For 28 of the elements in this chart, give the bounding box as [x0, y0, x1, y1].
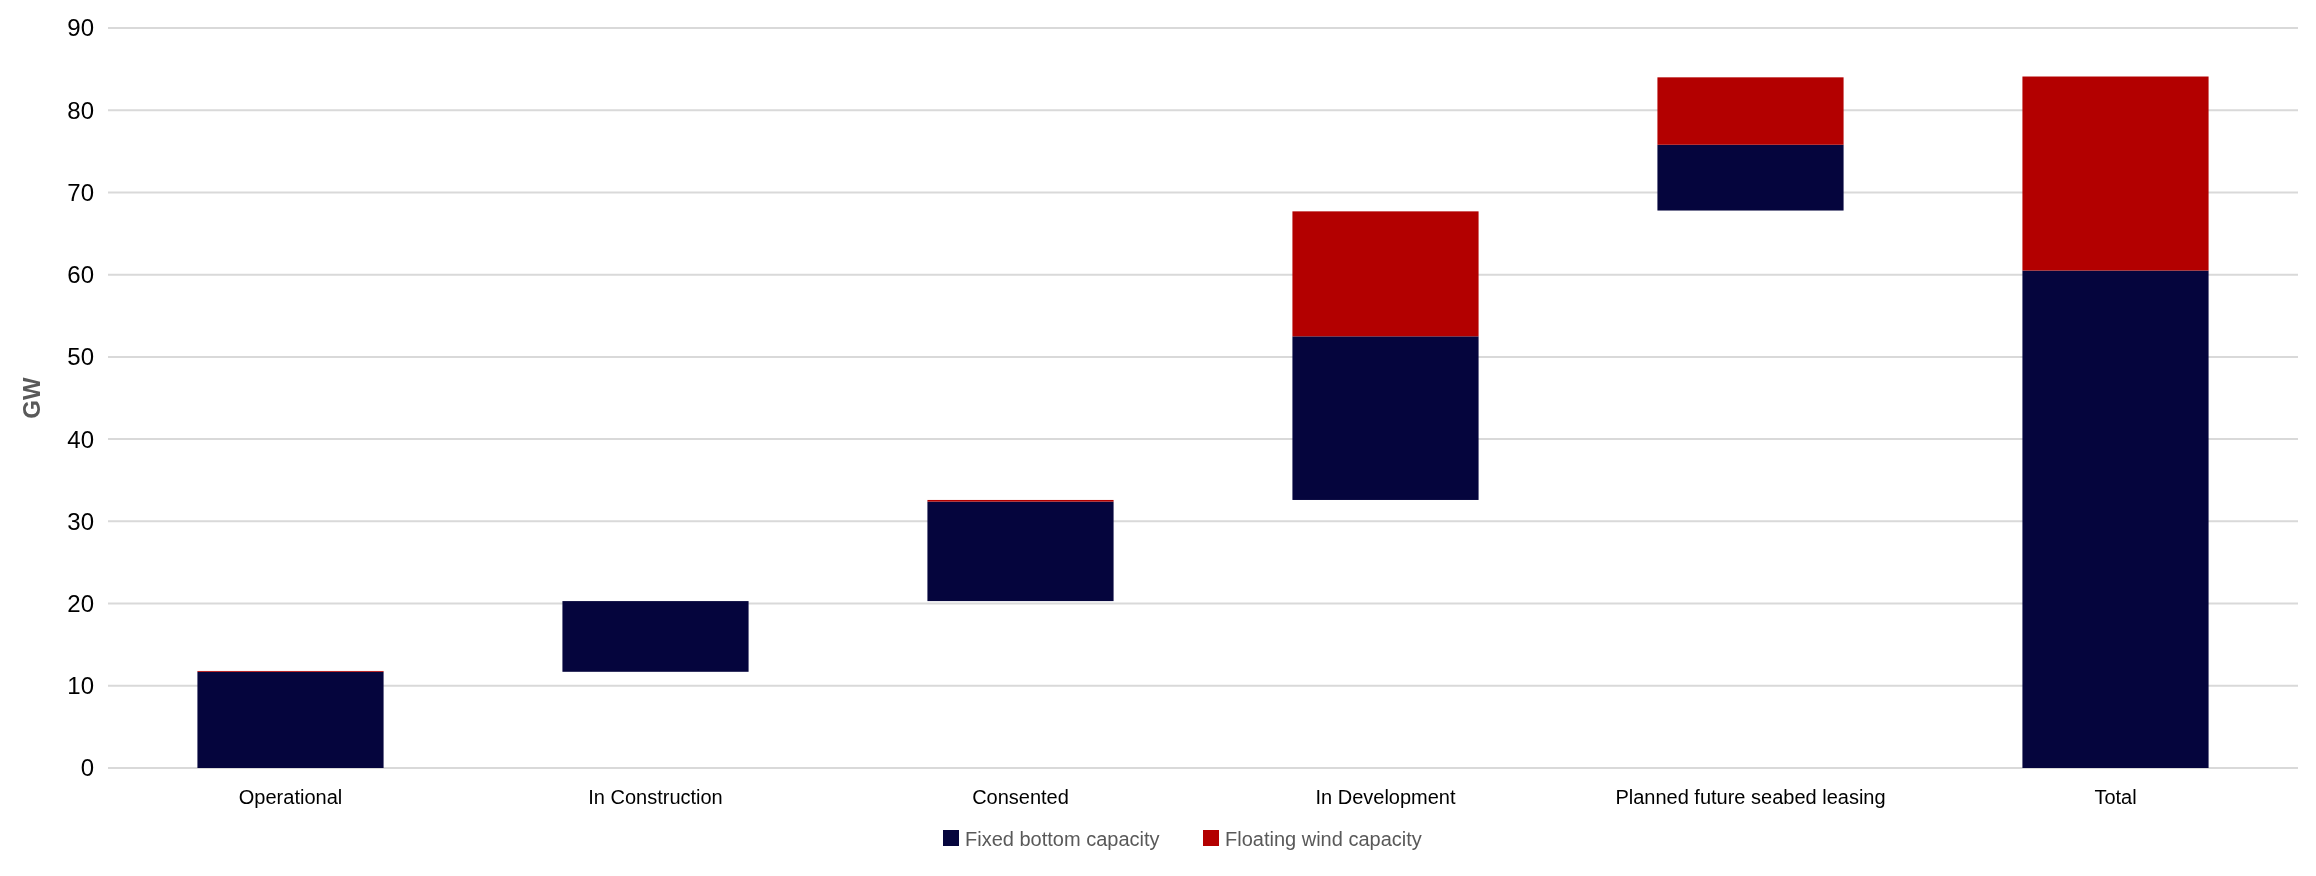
y-axis-title: GW [18, 377, 45, 419]
bar [1657, 77, 1844, 145]
y-tick-label: 20 [67, 589, 94, 617]
y-tick-label: 0 [80, 754, 94, 782]
bar [927, 501, 1114, 602]
x-tick-label: Operational [238, 786, 343, 808]
y-tick-label: 10 [67, 672, 94, 700]
y-tick-label: 80 [67, 96, 94, 124]
bar [1292, 336, 1479, 500]
x-tick-label: Total [2094, 786, 2137, 808]
y-tick-label: 70 [67, 178, 94, 206]
y-tick-label: 90 [67, 14, 94, 42]
y-tick-label: 40 [67, 425, 94, 453]
bar [197, 671, 384, 768]
bar [2022, 270, 2209, 768]
x-tick-label: Consented [972, 786, 1069, 808]
y-tick-label: 30 [67, 507, 94, 535]
x-tick-label: In Construction [588, 786, 723, 808]
x-tick-label: In Development [1315, 786, 1456, 808]
legend-label: Fixed bottom capacity [965, 828, 1160, 850]
bar [1657, 144, 1844, 211]
y-tick-label: 50 [67, 343, 94, 371]
y-tick-label: 60 [67, 261, 94, 289]
bar [1292, 211, 1479, 337]
legend-label: Floating wind capacity [1225, 828, 1422, 850]
x-tick-label: Planned future seabed leasing [1615, 786, 1886, 808]
bar [562, 601, 749, 672]
bar [2022, 76, 2209, 271]
